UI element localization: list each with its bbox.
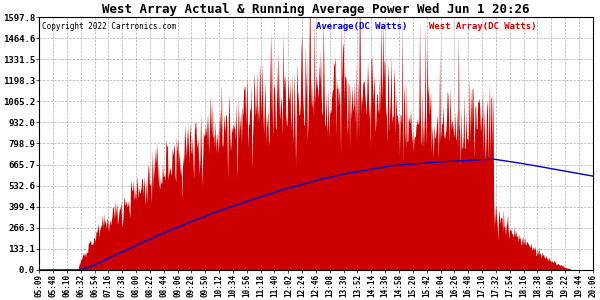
- Text: Average(DC Watts): Average(DC Watts): [316, 22, 407, 31]
- Text: West Array(DC Watts): West Array(DC Watts): [430, 22, 537, 31]
- Title: West Array Actual & Running Average Power Wed Jun 1 20:26: West Array Actual & Running Average Powe…: [102, 3, 530, 16]
- Text: Copyright 2022 Cartronics.com: Copyright 2022 Cartronics.com: [42, 22, 176, 31]
